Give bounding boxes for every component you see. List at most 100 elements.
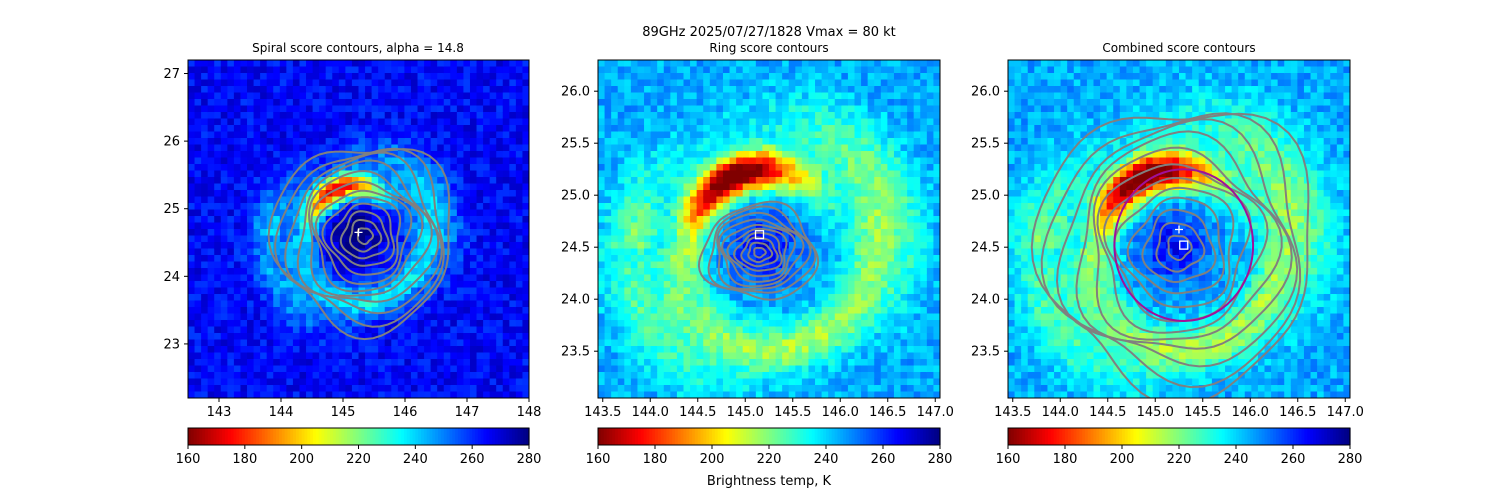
map-cell — [496, 79, 504, 87]
map-cell — [795, 352, 803, 360]
map-cell — [611, 92, 619, 100]
map-cell — [214, 391, 222, 398]
map-cell — [795, 196, 803, 204]
map-cell — [676, 99, 685, 107]
map-cell — [299, 60, 307, 68]
map-cell — [670, 235, 678, 243]
map-cell — [233, 79, 242, 87]
map-cell — [240, 177, 248, 185]
map-cell — [854, 203, 862, 211]
map-cell — [351, 112, 360, 120]
map-cell — [795, 320, 803, 328]
map-cell — [220, 190, 228, 198]
map-cell — [299, 300, 307, 308]
map-cell — [319, 144, 327, 152]
map-cell — [299, 294, 307, 302]
map-cell — [233, 86, 242, 94]
map-cell — [515, 164, 524, 172]
map-cell — [657, 385, 665, 393]
map-cell — [266, 261, 274, 269]
map-cell — [332, 92, 340, 100]
map-cell — [657, 151, 665, 159]
map-cell — [391, 60, 399, 68]
map-cell — [358, 66, 366, 74]
map-cell — [670, 60, 678, 68]
map-cell — [650, 125, 658, 133]
map-cell — [769, 294, 777, 302]
map-cell — [240, 157, 248, 165]
colorbar-segment — [440, 428, 445, 445]
map-cell — [782, 216, 790, 224]
map-cell — [404, 144, 412, 152]
map-cell — [617, 281, 625, 289]
map-cell — [515, 365, 524, 373]
map-cell — [233, 300, 242, 308]
map-cell — [637, 248, 645, 256]
map-cell — [273, 313, 281, 321]
map-cell — [696, 73, 704, 81]
map-cell — [207, 248, 215, 256]
map-cell — [769, 300, 777, 308]
map-cell — [696, 60, 704, 68]
map-cell — [861, 235, 869, 243]
map-cell — [496, 138, 504, 146]
map-cell — [292, 60, 301, 68]
map-cell — [194, 222, 202, 230]
map-cell — [463, 60, 471, 68]
map-cell — [312, 170, 320, 178]
map-cell — [437, 391, 445, 398]
map-cell — [292, 229, 301, 237]
map-cell — [676, 92, 685, 100]
map-cell — [821, 391, 829, 398]
map-cell — [207, 352, 215, 360]
map-cell — [469, 372, 478, 380]
map-cell — [736, 274, 744, 282]
map-cell — [227, 196, 235, 204]
map-cell — [630, 157, 639, 165]
map-cell — [808, 235, 816, 243]
map-cell — [404, 164, 412, 172]
map-cell — [762, 151, 770, 159]
map-cell — [828, 112, 836, 120]
map-cell — [430, 118, 438, 126]
map-cell — [410, 365, 419, 373]
map-cell — [598, 229, 606, 237]
map-cell — [299, 190, 307, 198]
map-cell — [201, 222, 209, 230]
map-cell — [450, 242, 458, 250]
map-cell — [345, 125, 353, 133]
map-cell — [391, 346, 399, 354]
map-cell — [644, 222, 652, 230]
map-cell — [266, 125, 274, 133]
map-cell — [815, 294, 823, 302]
map-cell — [247, 229, 255, 237]
map-cell — [299, 151, 307, 159]
map-cell — [391, 99, 399, 107]
map-cell — [775, 183, 783, 191]
map-cell — [260, 365, 268, 373]
map-cell — [847, 294, 856, 302]
map-cell — [624, 372, 632, 380]
map-cell — [220, 105, 228, 113]
map-cell — [201, 66, 209, 74]
map-cell — [729, 326, 737, 334]
map-cell — [378, 385, 386, 393]
map-cell — [273, 144, 281, 152]
map-cell — [266, 339, 274, 347]
map-cell — [847, 242, 856, 250]
map-cell — [788, 144, 796, 152]
colorbar-segment — [315, 428, 320, 445]
map-cell — [207, 255, 215, 263]
map-cell — [722, 359, 731, 367]
map-cell — [489, 216, 497, 224]
map-cell — [644, 203, 652, 211]
map-cell — [788, 138, 796, 146]
map-cell — [351, 203, 360, 211]
map-cell — [286, 203, 294, 211]
map-cell — [384, 365, 392, 373]
map-cell — [489, 281, 497, 289]
map-cell — [227, 86, 235, 94]
map-cell — [325, 268, 333, 276]
map-cell — [292, 144, 301, 152]
map-cell — [716, 190, 724, 198]
